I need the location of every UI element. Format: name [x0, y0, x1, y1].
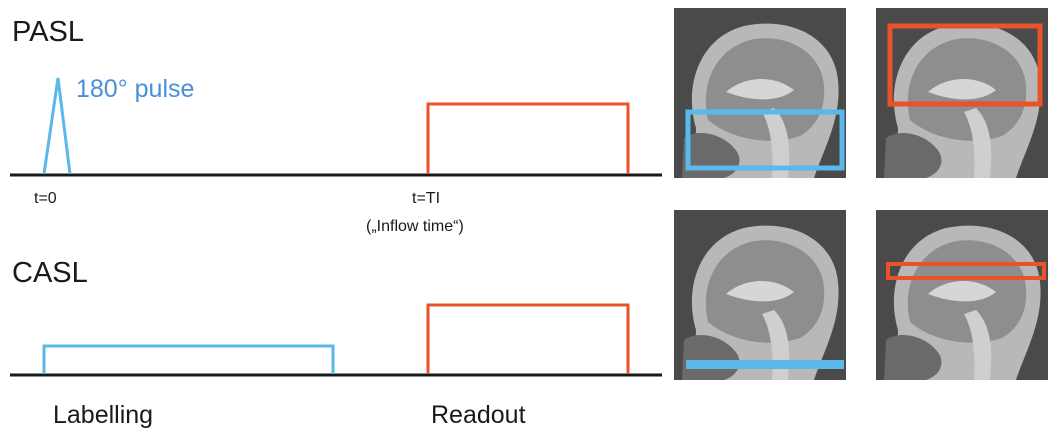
- mri-casl-imaging: [876, 210, 1048, 380]
- pasl-readout-pulse: [428, 104, 628, 174]
- timing-diagram: [0, 0, 670, 432]
- mri-pasl-labelling: [674, 8, 846, 178]
- mri-casl-labelling: [674, 210, 846, 380]
- casl-readout-pulse: [428, 305, 628, 374]
- pasl-180-pulse: [44, 78, 70, 174]
- mri-pasl-imaging: [876, 8, 1048, 178]
- casl-labelling-pulse: [44, 346, 333, 374]
